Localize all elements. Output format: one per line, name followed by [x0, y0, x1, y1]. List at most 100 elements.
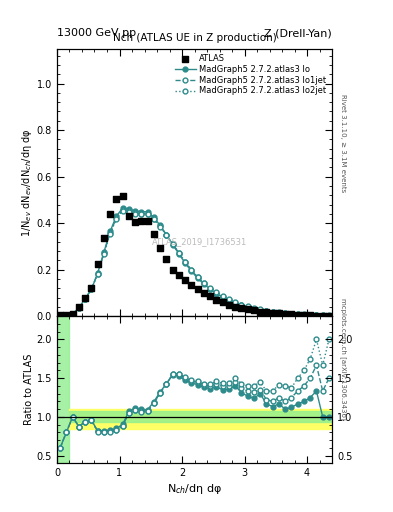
MadGraph5 2.7.2.atlas3 lo2jet: [64, 312, 69, 318]
MadGraph5 2.7.2.atlas3 lo2jet: [70, 311, 75, 317]
MadGraph5 2.7.2.atlas3 lo: [264, 308, 269, 314]
MadGraph5 2.7.2.atlas3 lo1jet: [108, 230, 112, 236]
MadGraph5 2.7.2.atlas3 lo2jet: [252, 305, 256, 311]
ATLAS: [107, 210, 113, 218]
MadGraph5 2.7.2.atlas3 lo: [101, 249, 106, 255]
ATLAS: [94, 260, 101, 268]
MadGraph5 2.7.2.atlas3 lo2jet: [327, 312, 331, 318]
ATLAS: [63, 311, 70, 319]
MadGraph5 2.7.2.atlas3 lo: [327, 313, 331, 319]
ATLAS: [163, 255, 169, 263]
MadGraph5 2.7.2.atlas3 lo1jet: [164, 232, 169, 238]
MadGraph5 2.7.2.atlas3 lo: [58, 312, 62, 318]
Y-axis label: 1/N$_{ev}$ dN$_{ev}$/dN$_{ch}$/dη dφ: 1/N$_{ev}$ dN$_{ev}$/dN$_{ch}$/dη dφ: [20, 128, 34, 237]
MadGraph5 2.7.2.atlas3 lo2jet: [133, 211, 138, 217]
MadGraph5 2.7.2.atlas3 lo2jet: [89, 286, 94, 292]
ATLAS: [238, 304, 244, 312]
ATLAS: [151, 229, 157, 238]
MadGraph5 2.7.2.atlas3 lo2jet: [308, 311, 312, 317]
MadGraph5 2.7.2.atlas3 lo: [220, 294, 225, 301]
MadGraph5 2.7.2.atlas3 lo1jet: [308, 312, 312, 318]
ATLAS: [76, 303, 82, 311]
MadGraph5 2.7.2.atlas3 lo2jet: [195, 274, 200, 280]
ATLAS: [145, 217, 151, 225]
ATLAS: [182, 276, 188, 284]
MadGraph5 2.7.2.atlas3 lo: [283, 311, 288, 317]
MadGraph5 2.7.2.atlas3 lo1jet: [152, 216, 156, 222]
Legend: ATLAS, MadGraph5 2.7.2.atlas3 lo, MadGraph5 2.7.2.atlas3 lo1jet, MadGraph5 2.7.2: ATLAS, MadGraph5 2.7.2.atlas3 lo, MadGra…: [173, 53, 328, 97]
ATLAS: [157, 244, 163, 252]
MadGraph5 2.7.2.atlas3 lo1jet: [183, 259, 187, 265]
MadGraph5 2.7.2.atlas3 lo: [114, 213, 119, 219]
MadGraph5 2.7.2.atlas3 lo2jet: [301, 311, 306, 317]
MadGraph5 2.7.2.atlas3 lo2jet: [108, 230, 112, 237]
MadGraph5 2.7.2.atlas3 lo2jet: [258, 306, 263, 312]
MadGraph5 2.7.2.atlas3 lo: [108, 228, 112, 234]
MadGraph5 2.7.2.atlas3 lo2jet: [77, 305, 81, 311]
MadGraph5 2.7.2.atlas3 lo1jet: [314, 312, 319, 318]
MadGraph5 2.7.2.atlas3 lo1jet: [220, 293, 225, 300]
Text: Rivet 3.1.10, ≥ 3.1M events: Rivet 3.1.10, ≥ 3.1M events: [340, 94, 346, 193]
ATLAS: [276, 309, 282, 317]
X-axis label: N$_{ch}$/dη dφ: N$_{ch}$/dη dφ: [167, 482, 222, 497]
MadGraph5 2.7.2.atlas3 lo1jet: [127, 208, 131, 214]
MadGraph5 2.7.2.atlas3 lo1jet: [277, 310, 281, 316]
MadGraph5 2.7.2.atlas3 lo1jet: [101, 250, 106, 257]
ATLAS: [251, 306, 257, 314]
MadGraph5 2.7.2.atlas3 lo: [239, 303, 244, 309]
MadGraph5 2.7.2.atlas3 lo1jet: [301, 311, 306, 317]
ATLAS: [320, 311, 326, 319]
MadGraph5 2.7.2.atlas3 lo2jet: [114, 216, 119, 222]
MadGraph5 2.7.2.atlas3 lo2jet: [208, 285, 213, 291]
MadGraph5 2.7.2.atlas3 lo: [176, 251, 181, 257]
MadGraph5 2.7.2.atlas3 lo: [245, 304, 250, 310]
MadGraph5 2.7.2.atlas3 lo1jet: [70, 311, 75, 317]
MadGraph5 2.7.2.atlas3 lo2jet: [233, 299, 237, 305]
MadGraph5 2.7.2.atlas3 lo2jet: [264, 308, 269, 314]
Bar: [57, 316, 70, 463]
MadGraph5 2.7.2.atlas3 lo: [164, 232, 169, 238]
MadGraph5 2.7.2.atlas3 lo1jet: [133, 210, 138, 216]
ATLAS: [57, 311, 63, 319]
ATLAS: [207, 292, 213, 301]
MadGraph5 2.7.2.atlas3 lo: [202, 281, 206, 287]
ATLAS: [169, 266, 176, 274]
MadGraph5 2.7.2.atlas3 lo1jet: [189, 267, 194, 273]
ATLAS: [326, 312, 332, 320]
ATLAS: [113, 195, 119, 203]
MadGraph5 2.7.2.atlas3 lo1jet: [270, 309, 275, 315]
MadGraph5 2.7.2.atlas3 lo1jet: [77, 305, 81, 311]
ATLAS: [244, 305, 251, 313]
MadGraph5 2.7.2.atlas3 lo: [77, 305, 81, 311]
MadGraph5 2.7.2.atlas3 lo2jet: [158, 224, 163, 230]
MadGraph5 2.7.2.atlas3 lo: [89, 286, 94, 292]
MadGraph5 2.7.2.atlas3 lo2jet: [95, 271, 100, 277]
MadGraph5 2.7.2.atlas3 lo1jet: [258, 307, 263, 313]
MadGraph5 2.7.2.atlas3 lo: [320, 312, 325, 318]
MadGraph5 2.7.2.atlas3 lo1jet: [264, 308, 269, 314]
ATLAS: [88, 284, 95, 292]
ATLAS: [213, 296, 220, 304]
MadGraph5 2.7.2.atlas3 lo2jet: [58, 312, 62, 318]
ATLAS: [119, 193, 126, 201]
MadGraph5 2.7.2.atlas3 lo: [258, 307, 263, 313]
MadGraph5 2.7.2.atlas3 lo1jet: [296, 311, 300, 317]
ATLAS: [307, 311, 313, 319]
MadGraph5 2.7.2.atlas3 lo: [289, 311, 294, 317]
MadGraph5 2.7.2.atlas3 lo1jet: [139, 210, 144, 217]
MadGraph5 2.7.2.atlas3 lo2jet: [189, 267, 194, 273]
ATLAS: [301, 311, 307, 319]
ATLAS: [220, 298, 226, 306]
MadGraph5 2.7.2.atlas3 lo: [145, 209, 150, 215]
MadGraph5 2.7.2.atlas3 lo: [195, 275, 200, 282]
MadGraph5 2.7.2.atlas3 lo1jet: [64, 312, 69, 318]
MadGraph5 2.7.2.atlas3 lo: [189, 268, 194, 274]
MadGraph5 2.7.2.atlas3 lo2jet: [289, 311, 294, 317]
MadGraph5 2.7.2.atlas3 lo2jet: [101, 251, 106, 257]
MadGraph5 2.7.2.atlas3 lo: [83, 295, 88, 302]
ATLAS: [82, 293, 88, 302]
MadGraph5 2.7.2.atlas3 lo1jet: [239, 302, 244, 308]
MadGraph5 2.7.2.atlas3 lo2jet: [277, 309, 281, 315]
ATLAS: [270, 309, 276, 317]
MadGraph5 2.7.2.atlas3 lo2jet: [320, 312, 325, 318]
